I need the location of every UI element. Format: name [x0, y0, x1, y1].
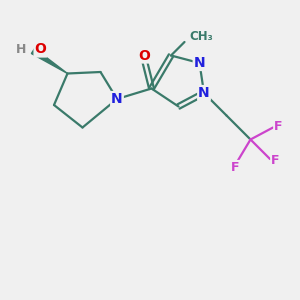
Text: N: N: [194, 56, 205, 70]
Text: O: O: [138, 49, 150, 62]
Text: H: H: [16, 43, 26, 56]
Text: F: F: [231, 161, 240, 174]
Text: N: N: [198, 86, 210, 100]
Polygon shape: [32, 49, 68, 74]
Text: F: F: [271, 154, 280, 167]
Text: N: N: [111, 92, 123, 106]
Text: O: O: [34, 43, 46, 56]
Text: CH₃: CH₃: [189, 30, 213, 43]
Text: F: F: [274, 119, 283, 133]
